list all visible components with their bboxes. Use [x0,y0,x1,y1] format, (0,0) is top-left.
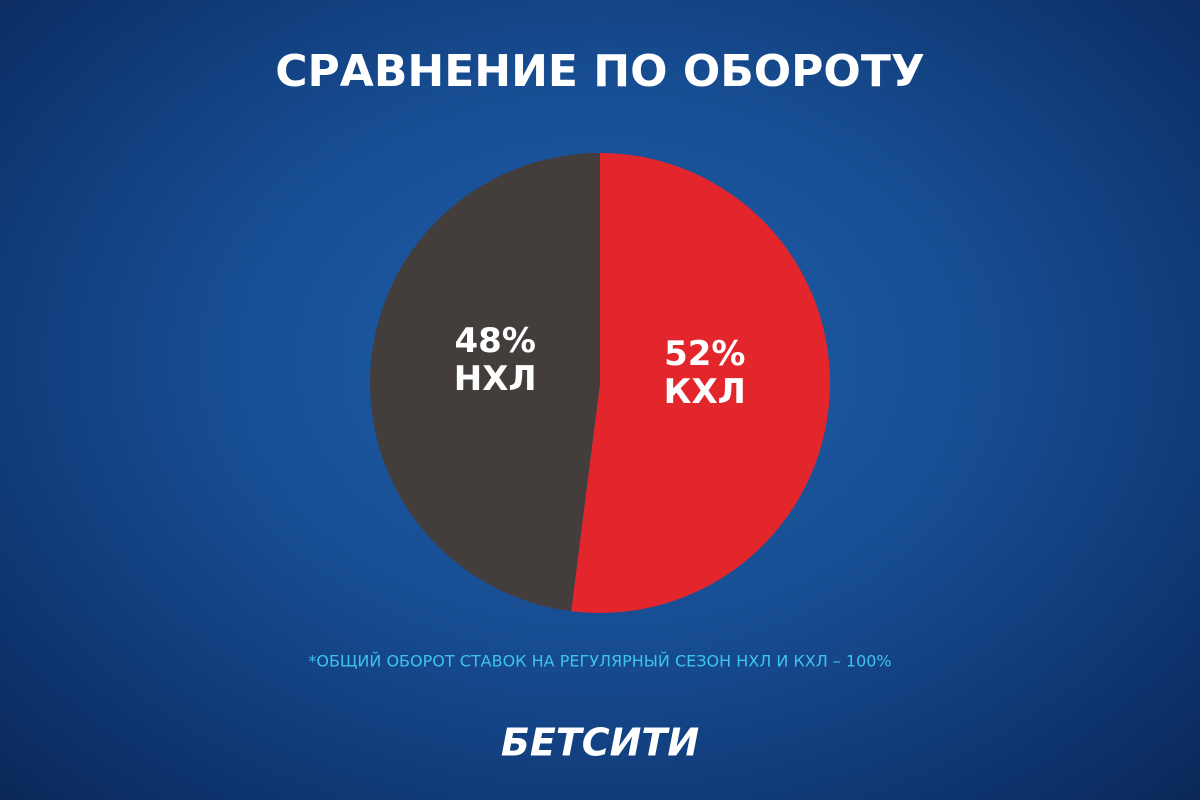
value-label: 52% [664,334,745,374]
brand-logo: БЕТСИТИ [501,721,699,765]
category-label: НХЛ [454,359,537,399]
pie-slice [571,153,831,613]
category-label: КХЛ [664,372,746,412]
chart-title: СРАВНЕНИЕ ПО ОБОРОТУ [275,46,925,97]
footnote: *ОБЩИЙ ОБОРОТ СТАВОК НА РЕГУЛЯРНЫЙ СЕЗОН… [308,652,891,671]
value-label: 48% [455,321,536,361]
pie-slice [370,153,600,612]
